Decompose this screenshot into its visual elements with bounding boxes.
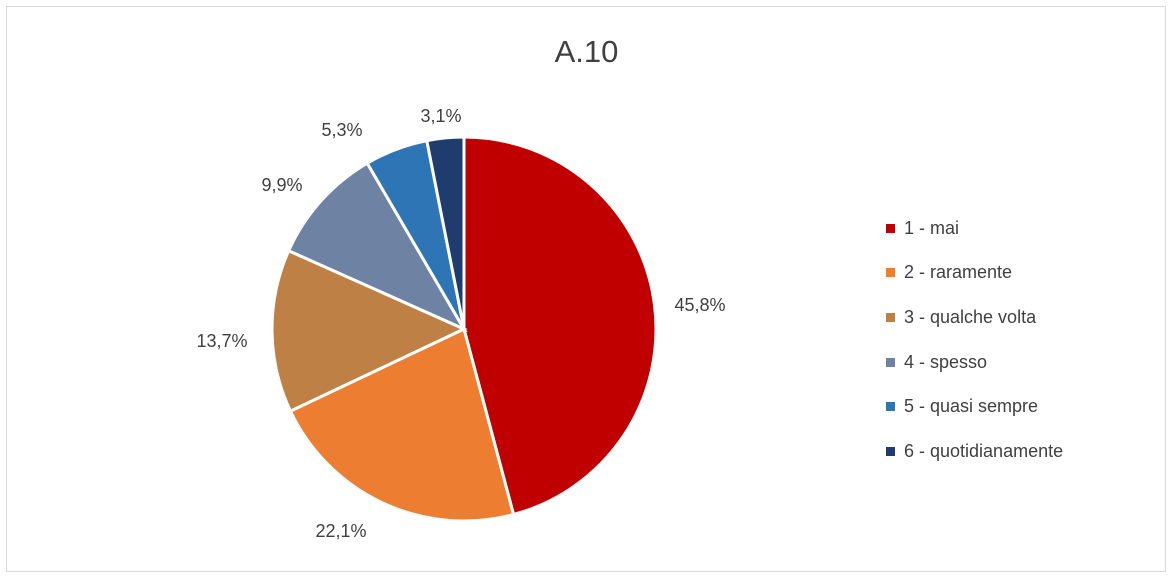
pie-slice-1: [462, 135, 658, 517]
legend: 1 - mai 2 - raramente 3 - qualche volta 4 -…: [886, 206, 1063, 474]
pie-slice-4: [286, 161, 468, 333]
data-label-5: 5,3%: [321, 120, 362, 140]
legend-item-6: 6 - quotidianamente: [886, 429, 1063, 474]
legend-item-1: 1 - mai: [886, 206, 1063, 251]
legend-item-5: 5 - quasi sempre: [886, 384, 1063, 429]
data-label-6: 3,1%: [420, 106, 461, 126]
legend-swatch-4: [886, 357, 895, 367]
data-label-2: 22,1%: [315, 521, 366, 541]
pie-slice-2: [288, 326, 516, 523]
legend-item-2: 2 - raramente: [886, 251, 1063, 296]
legend-swatch-5: [886, 402, 895, 412]
legend-item-4: 4 - spesso: [886, 340, 1063, 385]
data-label-3: 13,7%: [196, 331, 247, 351]
legend-swatch-3: [886, 312, 895, 322]
data-label-4: 9,9%: [261, 175, 302, 195]
legend-label-3: 3 - qualche volta: [904, 306, 1037, 327]
legend-swatch-6: [886, 446, 895, 456]
pie-slice-6: [425, 135, 466, 330]
data-label-1: 45,8%: [674, 295, 725, 315]
chart-title: A.10: [554, 34, 619, 69]
legend-item-3: 3 - qualche volta: [886, 295, 1063, 340]
legend-label-6: 6 - quotidianamente: [904, 440, 1064, 461]
pie-slice-3: [270, 248, 468, 414]
legend-swatch-2: [886, 268, 895, 278]
legend-label-1: 1 - mai: [904, 217, 960, 238]
legend-swatch-1: [886, 223, 895, 233]
legend-label-5: 5 - quasi sempre: [904, 396, 1039, 417]
legend-label-2: 2 - raramente: [904, 262, 1013, 283]
legend-label-4: 4 - spesso: [904, 351, 988, 372]
